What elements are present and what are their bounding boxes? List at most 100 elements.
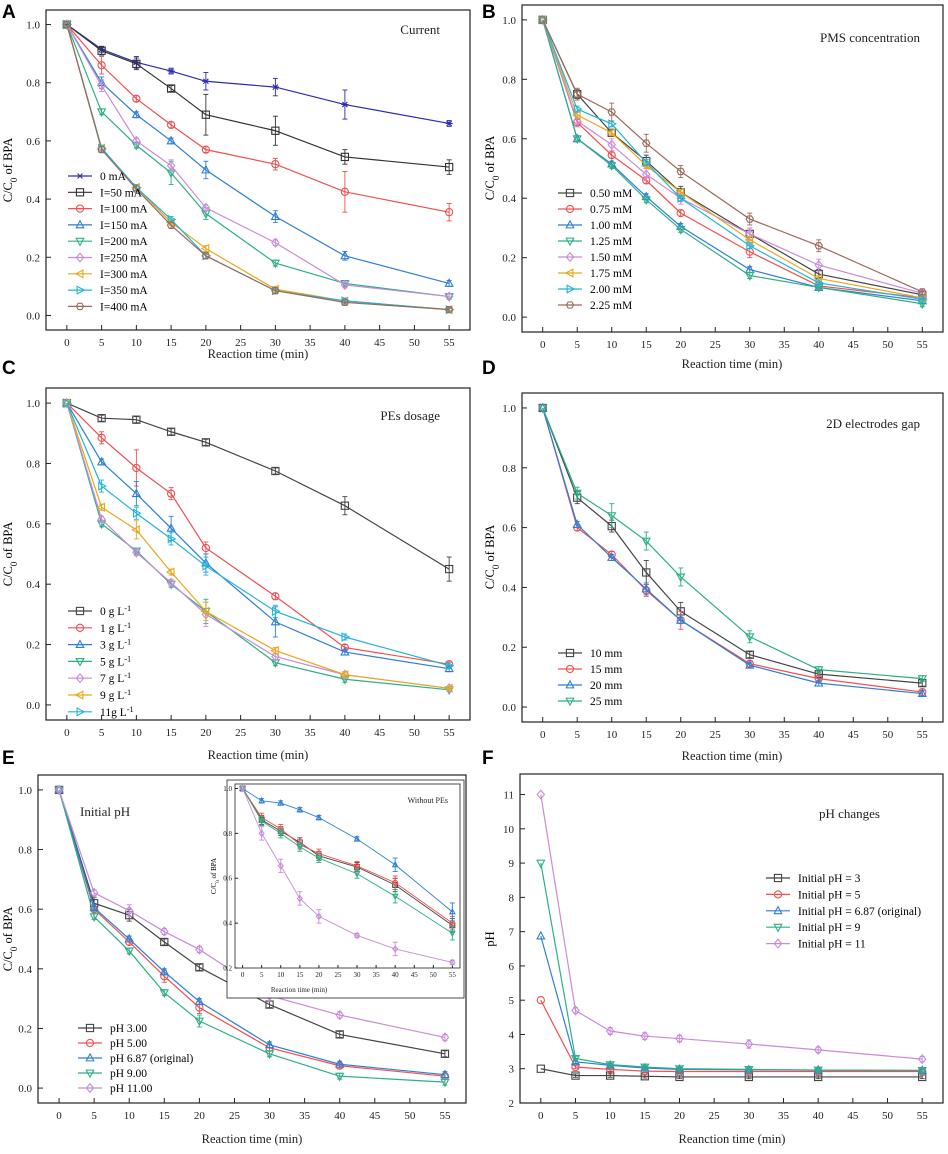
series-5 bbox=[61, 398, 453, 694]
x-tick-label: 25 bbox=[235, 337, 247, 349]
data-point bbox=[96, 502, 106, 512]
legend-marker bbox=[565, 237, 575, 247]
data-point bbox=[271, 160, 280, 169]
y-tick-label: 0.8 bbox=[502, 74, 516, 86]
legend-marker bbox=[565, 219, 575, 229]
series-line bbox=[66, 24, 450, 285]
data-point bbox=[744, 1065, 754, 1075]
series-5 bbox=[62, 19, 454, 302]
series-0 bbox=[63, 21, 453, 127]
series-2 bbox=[54, 784, 450, 1079]
data-point bbox=[744, 235, 754, 245]
series-line bbox=[66, 24, 450, 213]
data-point bbox=[353, 871, 361, 878]
legend-marker bbox=[773, 905, 783, 915]
data-point bbox=[167, 68, 175, 74]
series-line bbox=[540, 935, 923, 1072]
data-point bbox=[264, 1050, 275, 1060]
legend-label: pH 3.00 bbox=[110, 1023, 147, 1035]
series-line bbox=[540, 999, 923, 1073]
data-point bbox=[340, 187, 350, 196]
x-tick-label: 55 bbox=[917, 339, 929, 351]
data-point bbox=[608, 119, 618, 129]
data-point bbox=[201, 202, 211, 213]
series-0 bbox=[538, 403, 927, 688]
legend-label: pH 6.87 (original) bbox=[110, 1053, 194, 1065]
x-tick-label: 5 bbox=[574, 729, 580, 741]
chart-panel-c: 0 5 10 15 20 25 30 35 40 45 50 55 0.0 0.2 0.4 0.6 0.8 1.0… bbox=[1, 358, 471, 762]
x-tick-label: 40 bbox=[813, 1110, 825, 1122]
x-tick-label: 0 bbox=[64, 727, 70, 739]
series-2 bbox=[239, 784, 456, 922]
data-point bbox=[444, 278, 454, 287]
x-tick-label: 25 bbox=[229, 1110, 241, 1122]
data-point bbox=[166, 577, 176, 588]
legend-marker bbox=[565, 301, 575, 309]
legend-label: I=250 mA bbox=[100, 253, 148, 265]
data-point bbox=[340, 646, 350, 656]
series-3 bbox=[537, 16, 928, 310]
series-line bbox=[540, 794, 923, 1060]
y-tick-label: 1.0 bbox=[502, 15, 516, 27]
data-point bbox=[572, 90, 582, 98]
data-point bbox=[195, 944, 204, 955]
data-point bbox=[166, 489, 176, 498]
legend-marker bbox=[565, 679, 575, 689]
x-axis-label: Reaction time (min) bbox=[202, 1132, 303, 1146]
series-line bbox=[66, 402, 450, 665]
data-point bbox=[745, 650, 754, 659]
x-tick-label: 10 bbox=[131, 337, 143, 349]
legend-marker bbox=[75, 673, 85, 684]
data-point bbox=[813, 1044, 823, 1056]
x-tick-label: 15 bbox=[159, 1110, 171, 1122]
legend-label: I=400 mA bbox=[100, 301, 148, 313]
data-point bbox=[239, 784, 246, 793]
data-point bbox=[571, 1005, 580, 1016]
x-tick-label: 10 bbox=[605, 1110, 617, 1122]
data-point bbox=[675, 187, 685, 197]
plot-frame bbox=[521, 392, 944, 723]
legend-label: I=350 mA bbox=[100, 285, 148, 297]
x-tick-label: 40 bbox=[813, 729, 825, 741]
chart-title: 2D electrodes gap bbox=[826, 416, 920, 431]
legend-label: I=200 mA bbox=[100, 236, 148, 248]
series-line bbox=[66, 24, 450, 311]
x-tick-label: 20 bbox=[200, 337, 212, 349]
y-tick-label: 0.8 bbox=[502, 463, 516, 475]
data-point bbox=[132, 547, 141, 558]
data-point bbox=[641, 196, 651, 206]
series-line bbox=[66, 24, 450, 298]
data-point bbox=[641, 169, 651, 180]
x-tick-label: 10 bbox=[606, 339, 618, 351]
data-point bbox=[97, 514, 106, 525]
data-point bbox=[391, 893, 399, 901]
y-axis-label: C/C0 of BPA bbox=[483, 136, 501, 201]
data-point bbox=[641, 139, 651, 147]
series-line bbox=[58, 789, 446, 1077]
series-7 bbox=[538, 16, 927, 296]
x-tick-label: 15 bbox=[166, 337, 178, 349]
data-point bbox=[570, 1055, 581, 1064]
data-point bbox=[813, 1066, 823, 1076]
legend-marker bbox=[565, 697, 575, 707]
series-line bbox=[542, 19, 923, 296]
x-tick-label: 10 bbox=[606, 729, 618, 741]
data-point bbox=[201, 543, 211, 553]
legend-marker bbox=[75, 302, 85, 311]
legend-label: 0 mA bbox=[100, 171, 127, 183]
legend-label: 2.00 mM bbox=[590, 284, 632, 296]
data-point bbox=[572, 519, 582, 529]
x-tick-label: 45 bbox=[374, 337, 386, 349]
y-tick-label: 0.2 bbox=[502, 642, 516, 654]
data-point bbox=[536, 1064, 545, 1073]
x-tick-label: 20 bbox=[194, 1110, 206, 1122]
x-tick-label: 55 bbox=[449, 971, 457, 979]
data-point bbox=[353, 931, 361, 940]
x-tick-label: 5 bbox=[574, 339, 580, 351]
data-point bbox=[271, 592, 280, 601]
data-point bbox=[605, 1071, 615, 1080]
series-line bbox=[542, 407, 923, 695]
data-point bbox=[353, 835, 361, 842]
x-tick-label: 10 bbox=[131, 727, 143, 739]
legend: pH 3.00 pH 5.00 pH 6.87 (original) pH 9.00 p… bbox=[78, 1023, 194, 1095]
